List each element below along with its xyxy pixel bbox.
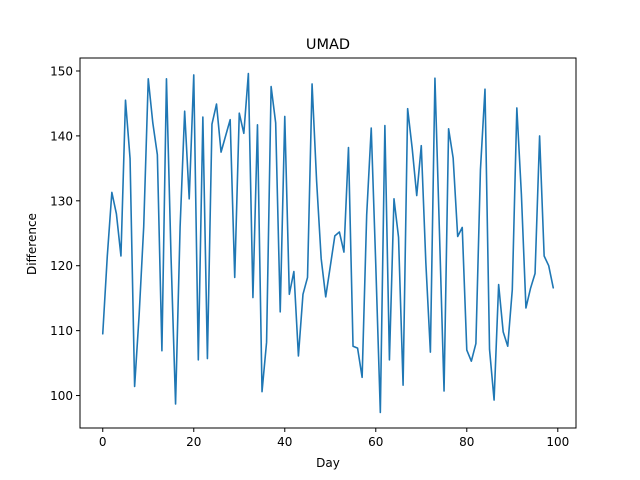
- series-group: [101, 72, 555, 414]
- x-axis-ticks: 0 20 40 60 80 100: [99, 428, 569, 449]
- series-line-0: [101, 72, 555, 414]
- plot-area: [79, 57, 577, 429]
- y-tick-label: 100: [50, 389, 73, 403]
- y-tick-label: 140: [50, 129, 73, 143]
- chart-title: UMAD: [306, 37, 350, 53]
- y-tick-label: 130: [50, 194, 73, 208]
- y-axis-label: Difference: [25, 213, 39, 275]
- x-tick-label: 20: [186, 435, 201, 449]
- x-tick-label: 0: [99, 435, 107, 449]
- x-axis-label: Day: [316, 456, 340, 470]
- x-tick-label: 80: [459, 435, 474, 449]
- x-tick-label: 40: [277, 435, 292, 449]
- y-tick-label: 150: [50, 64, 73, 78]
- axes-frame: [79, 57, 577, 429]
- y-tick-label: 110: [50, 324, 73, 338]
- y-tick-label: 120: [50, 259, 73, 273]
- x-tick-label: 100: [546, 435, 569, 449]
- y-axis-ticks: 100 110 120 130 140 150: [50, 64, 80, 403]
- x-tick-label: 60: [368, 435, 383, 449]
